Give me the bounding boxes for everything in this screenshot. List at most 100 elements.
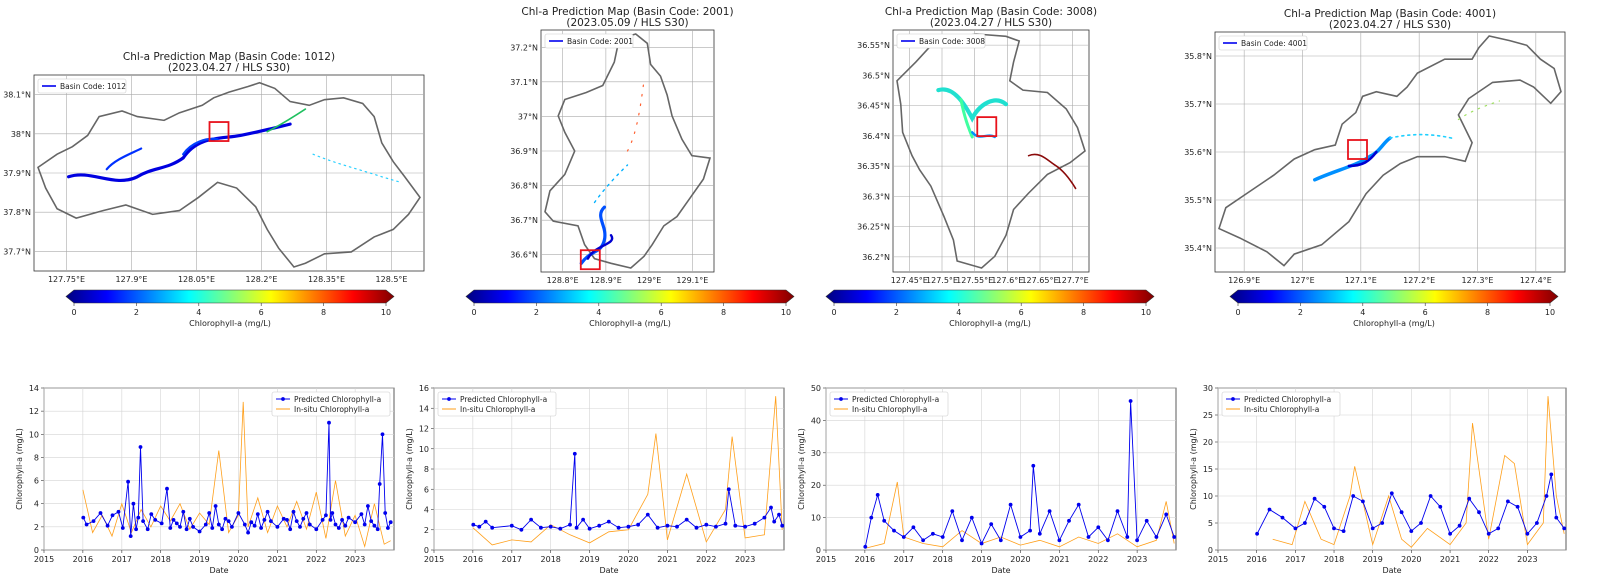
predicted-data-point [226, 519, 231, 523]
water-body [1458, 101, 1499, 120]
predicted-data-point [91, 519, 96, 523]
chart-x-tick-label: 2018 [933, 555, 953, 564]
predicted-data-point [304, 511, 309, 515]
map-y-tick-label: 37.1°N [510, 78, 538, 87]
predicted-data-point [694, 525, 699, 530]
predicted-data-point [704, 522, 709, 527]
map-title: Chl-a Prediction Map (Basin Code: 3008) [885, 6, 1097, 18]
map-title: Chl-a Prediction Map (Basin Code: 1012) [123, 51, 335, 63]
predicted-data-point [1008, 502, 1013, 507]
insitu-series-line [1272, 396, 1565, 548]
predicted-data-point [145, 527, 150, 532]
colorbar [65, 289, 395, 304]
chart-x-tick-label: 2018 [1324, 555, 1344, 564]
predicted-data-point [1438, 504, 1443, 509]
water-body [1390, 135, 1452, 138]
predicted-data-point [1535, 521, 1539, 525]
chart-y-tick-label: 4 [424, 506, 429, 515]
chart-y-tick-label: 40 [811, 416, 821, 425]
chart-y-tick-label: 4 [34, 500, 39, 509]
predicted-data-point [572, 451, 577, 456]
predicted-data-point [116, 509, 121, 514]
predicted-data-point [1172, 535, 1177, 539]
predicted-data-point [375, 527, 380, 532]
chart-x-tick-label: 2016 [1246, 555, 1266, 564]
map-y-tick-label: 37°N [518, 112, 538, 121]
chart-y-tick-label: 14 [419, 404, 429, 413]
predicted-data-point [636, 522, 640, 527]
predicted-data-point [655, 525, 660, 530]
predicted-data-point [777, 512, 781, 517]
colorbar-tick-label: 0 [71, 308, 76, 317]
predicted-data-point [353, 520, 357, 525]
chart-x-tick-label: 2023 [735, 555, 755, 564]
chart-y-tick-label: 14 [29, 384, 39, 393]
colorbar-tick-label: 4 [956, 308, 961, 317]
map-x-tick-label: 129.1°E [676, 276, 708, 285]
map-y-tick-label: 35.6°N [1184, 148, 1212, 157]
predicted-data-point [1515, 504, 1520, 509]
map-legend [544, 33, 634, 49]
chart-y-axis-label: Chlorophyll-a (mg/L) [405, 428, 414, 510]
predicted-data-point [275, 525, 280, 529]
chart-x-tick-label: 2017 [1285, 555, 1305, 564]
predicted-data-point [1057, 538, 1062, 543]
chart-x-tick-label: 2021 [1049, 555, 1069, 564]
map-y-tick-label: 37.7°N [3, 247, 31, 256]
predicted-data-point [1428, 494, 1433, 498]
legend-marker-predicted [281, 397, 285, 401]
predicted-data-point [1267, 507, 1272, 512]
predicted-data-point [1322, 504, 1327, 509]
predicted-data-point [134, 527, 139, 532]
map-x-tick-label: 129°E [637, 276, 661, 285]
predicted-data-point [191, 525, 196, 529]
predicted-data-point [1332, 526, 1336, 531]
predicted-data-point [141, 519, 146, 523]
predicted-data-point [574, 525, 579, 530]
predicted-data-point [519, 527, 524, 532]
chart-y-tick-label: 10 [1203, 492, 1213, 501]
predicted-data-point [1341, 529, 1346, 533]
predicted-data-point [509, 523, 514, 528]
predicted-data-point [863, 544, 868, 549]
predicted-data-point [336, 526, 341, 530]
predicted-data-point [684, 517, 689, 522]
predicted-data-point [131, 501, 136, 506]
predicted-data-point [380, 432, 385, 437]
predicted-data-point [340, 518, 344, 522]
basin-area [38, 83, 420, 267]
highlight-box [976, 116, 998, 138]
predicted-data-point [901, 535, 906, 539]
predicted-data-point [989, 522, 994, 526]
map-y-tick-label: 35.7°N [1184, 100, 1212, 109]
predicted-data-point [960, 538, 964, 543]
legend-label-predicted: Predicted Chlorophyll-a [852, 395, 939, 404]
chart-y-tick-label: 20 [811, 481, 821, 490]
predicted-data-point [911, 525, 916, 530]
map-x-tick-label: 127.4°E [1520, 276, 1552, 285]
predicted-series-line [864, 400, 1175, 547]
predicted-data-point [1496, 526, 1501, 531]
chart-x-tick-label: 2020 [228, 555, 248, 564]
predicted-data-point [184, 527, 189, 532]
predicted-data-point [110, 513, 115, 518]
legend-label-insitu: In-situ Chlorophyll-a [852, 405, 927, 414]
chart-x-axis-label: Date [209, 566, 228, 575]
predicted-data-point [1128, 399, 1133, 403]
water-body [938, 89, 1006, 118]
predicted-data-point [98, 511, 103, 515]
chart-y-tick-label: 8 [424, 465, 429, 474]
map-y-tick-label: 35.4°N [1184, 244, 1212, 253]
colorbar-tick-label: 8 [1081, 308, 1086, 317]
predicted-data-point [1255, 531, 1259, 536]
predicted-data-point [159, 521, 164, 526]
map-legend-label: Basin Code: 1012 [60, 82, 126, 91]
water-body [267, 109, 305, 132]
predicted-data-point [242, 522, 247, 527]
predicted-data-point [743, 524, 747, 529]
chart-x-tick-label: 2021 [1440, 555, 1460, 564]
map-panel-3: Chl-a Prediction Map (Basin Code: 3008)(… [826, 6, 1154, 328]
predicted-data-point [752, 521, 757, 526]
colorbar-tick-label: 8 [721, 308, 726, 317]
